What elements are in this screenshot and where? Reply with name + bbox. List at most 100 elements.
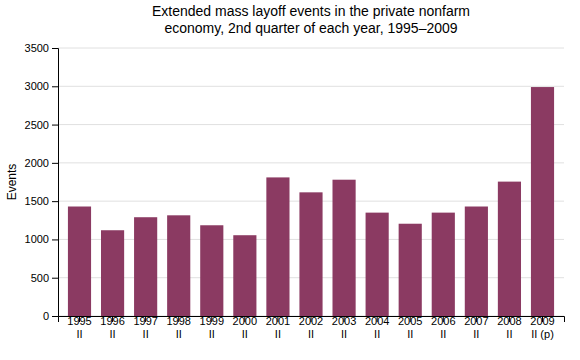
x-tick-label-line: 2003 <box>332 315 356 327</box>
bar <box>134 217 157 316</box>
x-tick-label: 2003II <box>332 315 356 340</box>
x-tick: 2001II <box>266 315 290 340</box>
grid-line <box>58 48 564 49</box>
x-tick-label: 1999II <box>200 315 224 340</box>
bar <box>332 180 355 316</box>
x-tick: 1995II <box>67 315 91 340</box>
x-tick-label: 2005II <box>398 315 422 340</box>
x-tick: 1998II <box>166 315 190 340</box>
grid <box>58 48 564 316</box>
x-tick-label: 1996II <box>100 315 124 340</box>
x-tick-label-line: 2004 <box>365 315 389 327</box>
y-tick-mark <box>52 316 58 317</box>
y-tick-label: 2000 <box>25 157 49 169</box>
grid-line <box>58 162 564 163</box>
grid-line <box>58 86 564 87</box>
x-tick-label-line: 1997 <box>133 315 157 327</box>
chart-title: Extended mass layoff events in the priva… <box>152 3 470 36</box>
chart-title-line: economy, 2nd quarter of each year, 1995–… <box>164 20 457 36</box>
y-tick-mark <box>52 201 58 202</box>
bar <box>399 224 422 316</box>
y-tick-label: 1500 <box>25 195 49 207</box>
y-tick-label: 3000 <box>25 80 49 92</box>
x-tick-label-line: II <box>308 328 314 340</box>
x-tick-label-line: 2000 <box>233 315 257 327</box>
x-tick-label-line: II <box>275 328 281 340</box>
y-axis-title: Events <box>5 164 19 201</box>
bar <box>200 225 223 316</box>
x-tick-label: 2004II <box>365 315 389 340</box>
x-tick-label: 2002II <box>299 315 323 340</box>
plot-area: 05001000150020002500300035001995II1996II… <box>25 42 565 340</box>
x-tick-label-line: II <box>110 328 116 340</box>
x-tick-label-line: II <box>176 328 182 340</box>
y-tick: 0 <box>43 310 58 322</box>
y-tick-mark <box>52 239 58 240</box>
x-tick-label-line: 1998 <box>166 315 190 327</box>
x-tick-label-line: 1995 <box>67 315 91 327</box>
x-tick-label-line: II (p) <box>531 328 554 340</box>
bar <box>465 207 488 316</box>
x-tick-label-line: 2006 <box>431 315 455 327</box>
bar <box>498 182 521 316</box>
x-tick-label: 2000II <box>233 315 257 340</box>
x-tick-label-line: 2008 <box>497 315 521 327</box>
chart-title-line: Extended mass layoff events in the priva… <box>152 3 470 19</box>
x-tick-label: 2007II <box>464 315 488 340</box>
x-tick-label-line: 2001 <box>266 315 290 327</box>
bars <box>68 87 554 316</box>
x-tick-label: 2008II <box>497 315 521 340</box>
bar <box>531 87 554 316</box>
x-tick: 1996II <box>100 315 124 340</box>
x-tick-label-line: II <box>473 328 479 340</box>
x-tick-label-line: 2005 <box>398 315 422 327</box>
x-tick: 2009II (p) <box>530 315 554 340</box>
y-tick-label: 0 <box>43 310 49 322</box>
y-tick-mark <box>52 278 58 279</box>
bar <box>68 207 91 316</box>
bar <box>233 235 256 316</box>
x-tick-label-line: 2009 <box>530 315 554 327</box>
bar <box>266 177 289 316</box>
x-tick-label-line: II <box>76 328 82 340</box>
y-tick: 2500 <box>25 119 58 131</box>
x-tick-label: 1997II <box>133 315 157 340</box>
x-tick-label-line: II <box>506 328 512 340</box>
y-tick: 1500 <box>25 195 58 207</box>
y-tick-mark <box>52 48 58 49</box>
y-tick-mark <box>52 163 58 164</box>
y-tick: 2000 <box>25 157 58 169</box>
x-tick: 2007II <box>464 315 488 340</box>
y-tick: 3000 <box>25 80 58 92</box>
x-tick: 2005II <box>398 315 422 340</box>
x-tick-label-line: II <box>242 328 248 340</box>
bar <box>299 192 322 316</box>
bar <box>432 213 455 316</box>
x-tick-label-line: II <box>209 328 215 340</box>
x-tick-label-line: 2002 <box>299 315 323 327</box>
x-tick-label-line: 1999 <box>200 315 224 327</box>
x-tick-label: 1998II <box>166 315 190 340</box>
x-tick: 2004II <box>365 315 389 340</box>
x-tick-label-line: II <box>440 328 446 340</box>
x-tick-label-line: II <box>341 328 347 340</box>
x-tick-label-line: 2007 <box>464 315 488 327</box>
x-tick-label: 1995II <box>67 315 91 340</box>
bar <box>366 213 389 316</box>
x-tick: 1999II <box>200 315 224 340</box>
x-tick: 1997II <box>133 315 157 340</box>
x-tick: 2006II <box>431 315 455 340</box>
grid-line <box>58 124 564 125</box>
x-tick: 2003II <box>332 315 356 340</box>
y-tick-label: 2500 <box>25 119 49 131</box>
y-tick: 1000 <box>25 233 58 245</box>
y-tick: 3500 <box>25 42 58 54</box>
y-tick-label: 3500 <box>25 42 49 54</box>
y-axis: 0 500 1000 1500 2000 2500 3000 3500 <box>25 42 59 322</box>
y-tick-mark <box>52 86 58 87</box>
x-tick-label: 2001II <box>266 315 290 340</box>
y-tick-label: 500 <box>31 272 49 284</box>
y-tick: 500 <box>31 272 58 284</box>
bar <box>167 215 190 316</box>
x-tick: 2000II <box>233 315 257 340</box>
